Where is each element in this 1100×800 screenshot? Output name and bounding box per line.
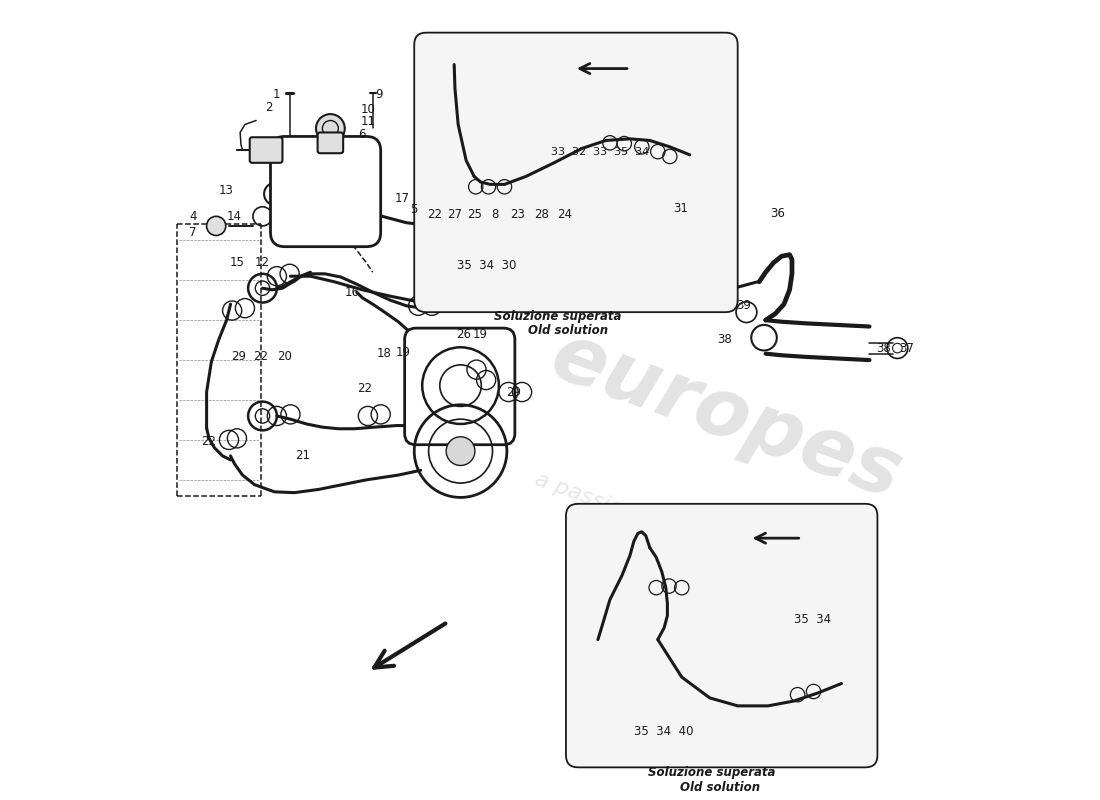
Text: 4: 4 bbox=[189, 210, 197, 223]
Text: 19: 19 bbox=[396, 346, 410, 358]
Text: 13: 13 bbox=[218, 184, 233, 198]
Text: 31: 31 bbox=[673, 202, 688, 215]
Text: 29: 29 bbox=[507, 386, 521, 398]
Text: 22: 22 bbox=[428, 208, 442, 222]
Text: 35  34  30: 35 34 30 bbox=[458, 258, 517, 271]
Text: 10: 10 bbox=[361, 103, 375, 116]
Text: 5: 5 bbox=[410, 203, 418, 217]
FancyBboxPatch shape bbox=[318, 133, 343, 154]
FancyBboxPatch shape bbox=[271, 137, 381, 246]
Text: europes: europes bbox=[540, 317, 912, 515]
Circle shape bbox=[447, 437, 475, 466]
Text: 20: 20 bbox=[277, 350, 293, 362]
Text: 12: 12 bbox=[255, 256, 270, 269]
Text: 22: 22 bbox=[358, 382, 372, 395]
Text: 26: 26 bbox=[456, 328, 471, 341]
Text: 33  32  33  35  34: 33 32 33 35 34 bbox=[551, 147, 649, 158]
Text: 22: 22 bbox=[200, 435, 216, 448]
Circle shape bbox=[207, 216, 226, 235]
Text: Old solution: Old solution bbox=[528, 324, 608, 337]
Text: 25: 25 bbox=[468, 208, 483, 222]
Text: 14: 14 bbox=[227, 210, 242, 223]
Text: 11: 11 bbox=[361, 114, 375, 128]
Text: 21: 21 bbox=[295, 450, 310, 462]
Text: 1: 1 bbox=[273, 89, 279, 102]
FancyBboxPatch shape bbox=[405, 328, 515, 445]
Text: 38: 38 bbox=[877, 342, 891, 354]
Text: 24: 24 bbox=[557, 208, 572, 222]
Text: 28: 28 bbox=[535, 208, 550, 222]
Text: 38: 38 bbox=[717, 333, 732, 346]
Text: 27: 27 bbox=[448, 208, 462, 222]
Text: 18: 18 bbox=[376, 347, 392, 360]
Text: 2: 2 bbox=[265, 102, 273, 114]
Text: Old solution: Old solution bbox=[680, 781, 760, 794]
Text: 36: 36 bbox=[770, 206, 785, 220]
Text: a passion for parts since 1985: a passion for parts since 1985 bbox=[532, 469, 855, 602]
Text: Soluzione superata: Soluzione superata bbox=[648, 766, 776, 779]
Text: 15: 15 bbox=[230, 256, 244, 269]
FancyBboxPatch shape bbox=[566, 504, 878, 767]
Text: 35  34: 35 34 bbox=[794, 613, 832, 626]
Text: 22: 22 bbox=[253, 350, 268, 362]
Text: 16: 16 bbox=[344, 286, 360, 298]
Text: 23: 23 bbox=[510, 208, 526, 222]
Text: 9: 9 bbox=[375, 89, 383, 102]
Text: 35  34  40: 35 34 40 bbox=[635, 725, 694, 738]
Text: 37: 37 bbox=[899, 342, 914, 354]
Text: 29: 29 bbox=[231, 350, 246, 362]
Text: 39: 39 bbox=[736, 299, 750, 312]
FancyBboxPatch shape bbox=[250, 138, 283, 163]
Text: Soluzione superata: Soluzione superata bbox=[494, 310, 622, 322]
Text: 6: 6 bbox=[359, 128, 366, 142]
Text: 7: 7 bbox=[189, 226, 197, 238]
FancyBboxPatch shape bbox=[415, 33, 738, 312]
Text: 19: 19 bbox=[472, 328, 487, 341]
Circle shape bbox=[316, 114, 344, 143]
Text: 8: 8 bbox=[492, 208, 498, 222]
Text: 17: 17 bbox=[395, 192, 410, 206]
